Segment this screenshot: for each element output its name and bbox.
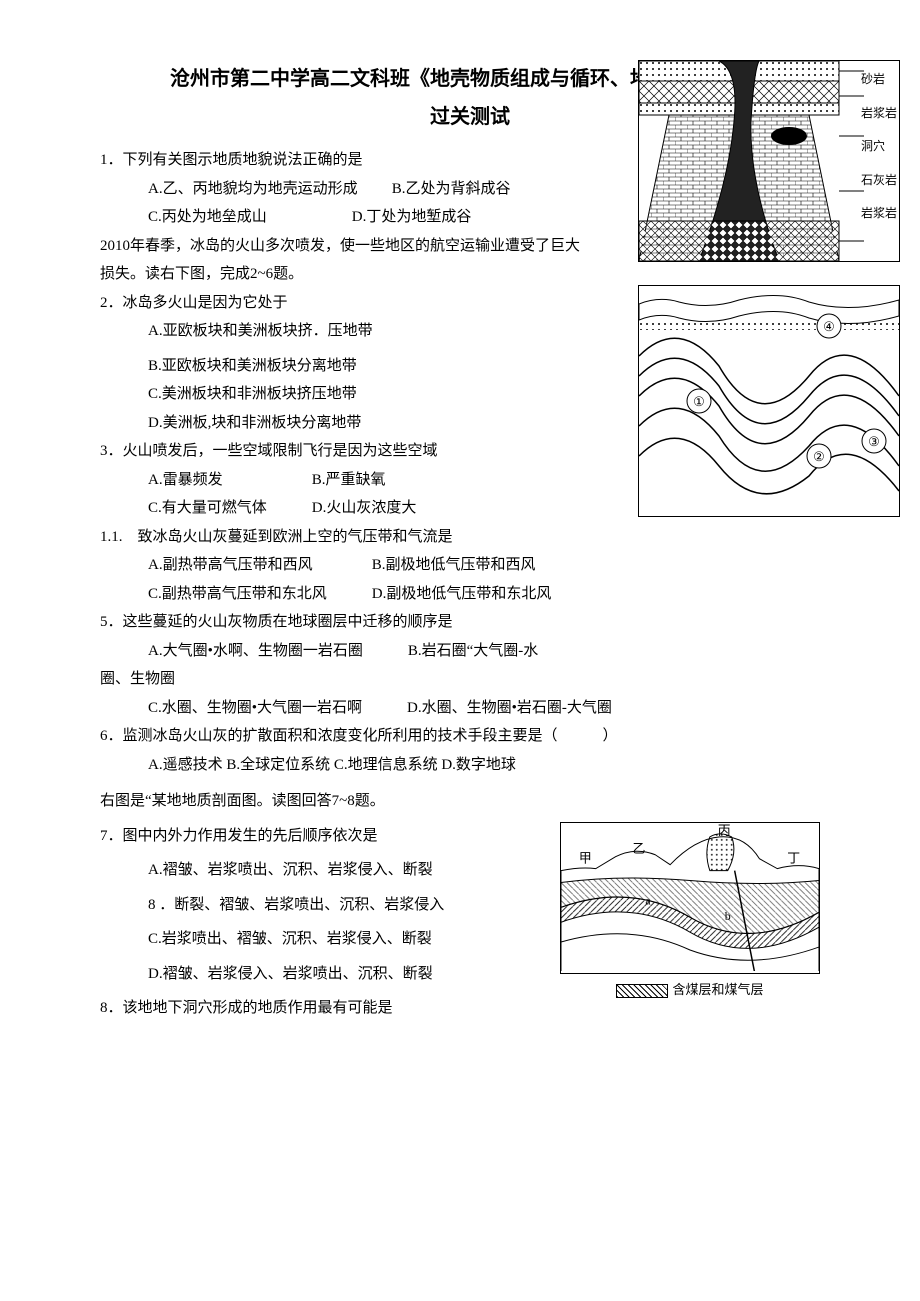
q5-opts-line1: A.大气圈•水啊、生物圈一岩石圈 B.岩石圈“大气圈-水 [100, 637, 840, 666]
figure-3-legend: 含煤层和煤气层 [560, 978, 820, 1003]
label-igneous1: 岩浆岩 [861, 97, 897, 131]
q2-num: 2 [100, 295, 108, 311]
svg-text:①: ① [693, 394, 705, 409]
q3-opt-a: A.雷暴频发 [148, 466, 308, 495]
q6-line: 6．监测冰岛火山灰的扩散面积和浓度变化所利用的技术手段主要是（ ） [100, 722, 840, 751]
q3-opt-c: C.有大量可燃气体 [148, 494, 308, 523]
figure-1-labels: 砂岩 岩浆岩 洞穴 石灰岩 岩浆岩 [861, 63, 897, 231]
svg-text:甲: 甲 [579, 851, 592, 865]
label-sandstone: 砂岩 [861, 63, 897, 97]
q5-opts-line2: C.水圈、生物圈•大气圈一岩石啊 D.水圈、生物圈•岩石圈-大气圈 [100, 694, 840, 723]
label-limestone: 石灰岩 [861, 164, 897, 198]
svg-text:丙: 丙 [718, 823, 731, 837]
q1-opt-c: C.丙处为地垒成山 [148, 203, 348, 232]
q6-stem: ．监测冰岛火山灰的扩散面积和浓度变化所利用的技术手段主要是（ ） [108, 728, 618, 744]
q6-num: 6 [100, 728, 108, 744]
q4-opt-d: D.副极地低气压带和东北风 [372, 580, 552, 609]
q1-stem: ．下列有关图示地质地貌说法正确的是 [108, 152, 363, 168]
figure-3-diagram: 甲 乙 丙 丁 a b [560, 822, 820, 974]
q3-opt-d: D.火山灰浓度大 [312, 494, 417, 523]
svg-text:b: b [725, 909, 731, 923]
label-igneous2: 岩浆岩 [861, 197, 897, 231]
context-7-8: 右图是“某地地质剖面图。读图回答7~8题。 [100, 787, 840, 816]
q1-opt-a: A.乙、丙地貌均为地壳运动形成 [148, 175, 388, 204]
figure-3-cross-section: 甲 乙 丙 丁 a b 含煤层和煤气层 [560, 822, 820, 1003]
q4-opt-b: B.副极地低气压带和西风 [372, 551, 536, 580]
q5-opts-line1b: 圈、生物圈 [100, 665, 840, 694]
q3-opt-b: B.严重缺氧 [312, 466, 386, 495]
q2-stem: ．冰岛多火山是因为它处于 [108, 295, 288, 311]
figure-2-svg: ① ② ③ ④ [639, 286, 899, 516]
q1-opt-d: D.丁处为地堑成谷 [352, 203, 472, 232]
q5-line: 5．这些蔓延的火山灰物质在地球圈层中迁移的顺序是 [100, 608, 840, 637]
q4-opt-a: A.副热带高气压带和西风 [148, 551, 368, 580]
page-body: 沧州市第二中学高二文科班《地壳物质组成与循环、地球表面形态》 过关测试 [100, 60, 840, 1023]
q5-num: 5 [100, 614, 108, 630]
q7-stem: ．图中内外力作用发生的先后顺序依次是 [108, 828, 378, 844]
q4-opt-c: C.副热带高气压带和东北风 [148, 580, 368, 609]
q8-num: 8 [100, 1000, 108, 1016]
figure-2-fold-section: ① ② ③ ④ [638, 285, 900, 517]
q4-opts-2: C.副热带高气压带和东北风 D.副极地低气压带和东北风 [100, 580, 840, 609]
q6-opts: A.遥感技术 B.全球定位系统 C.地理信息系统 D.数字地球 [100, 751, 840, 780]
q3-num: 3 [100, 443, 108, 459]
q1-num: 1 [100, 152, 108, 168]
svg-text:a: a [645, 893, 651, 907]
q3-stem: ．火山喷发后，一些空域限制飞行是因为这些空域 [108, 443, 438, 459]
legend-text: 含煤层和煤气层 [672, 982, 763, 997]
svg-text:丁: 丁 [787, 851, 800, 865]
q5-stem: ．这些蔓延的火山灰物质在地球圈层中迁移的顺序是 [108, 614, 453, 630]
q4-stem: 致冰岛火山灰蔓延到欧洲上空的气压带和气流是 [123, 529, 453, 545]
q4-num: 1.1. [100, 529, 123, 545]
svg-text:④: ④ [823, 319, 835, 334]
q7-block: 甲 乙 丙 丁 a b 含煤层和煤气层 7．图中内外力作用发生的先后顺序依次是 … [100, 822, 840, 989]
q4-opts-1: A.副热带高气压带和西风 B.副极地低气压带和西风 [100, 551, 840, 580]
svg-text:③: ③ [868, 434, 880, 449]
svg-text:②: ② [813, 449, 825, 464]
label-cave: 洞穴 [861, 130, 897, 164]
q8-stem: ．该地地下洞穴形成的地质作用最有可能是 [108, 1000, 393, 1016]
q1-opt-b: B.乙处为背斜成谷 [392, 175, 511, 204]
figure-1-geology-section: 砂岩 岩浆岩 洞穴 石灰岩 岩浆岩 [638, 60, 900, 262]
q7-num: 7 [100, 828, 108, 844]
hatch-icon [616, 984, 668, 998]
svg-text:乙: 乙 [632, 841, 645, 855]
q4-line: 1.1. 致冰岛火山灰蔓延到欧洲上空的气压带和气流是 [100, 523, 840, 552]
